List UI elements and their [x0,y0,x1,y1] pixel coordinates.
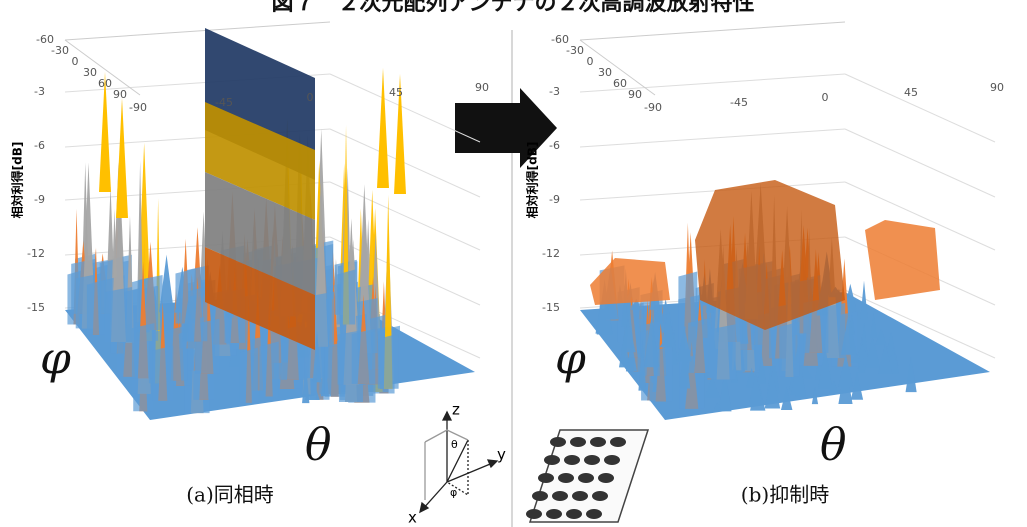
antenna-array [526,430,648,522]
theta-tick-label: -45 [215,96,233,109]
surface-ridge [865,220,940,300]
surface-peak [377,68,389,188]
antenna-element [552,491,568,501]
z-tick-label: -6 [34,139,45,152]
surface-band [378,334,399,389]
theta-tick-label: -90 [129,101,147,114]
antenna-element [604,455,620,465]
surface-band [337,270,355,325]
z-tick-label: -6 [549,139,560,152]
phi-tick-label: 90 [628,88,642,101]
antenna-element [546,509,562,519]
antenna-element [570,437,586,447]
antenna-element [558,473,574,483]
phi-tick-label: -30 [566,44,584,57]
surface-band [240,348,258,403]
theta-symbol: θ [820,420,847,471]
phi-tick-label: 30 [83,66,97,79]
angle-label: θ [451,438,458,451]
surface-band [260,342,279,397]
theta-tick-label: 90 [990,81,1004,94]
antenna-element [598,473,614,483]
theta-tick-label: -90 [644,101,662,114]
antenna-element [538,473,554,483]
axis-line [65,22,330,40]
phi-tick-label: 0 [72,55,79,68]
theta-symbol: θ [305,420,332,471]
grid-line [845,129,995,197]
theta-tick-label: 0 [822,91,829,104]
surface-band [105,287,132,342]
grid-line [845,74,995,142]
surface-band [352,329,376,384]
theta-tick-label: 45 [904,86,918,99]
phi-tick-label: 60 [613,77,627,90]
arrow-head [443,412,451,420]
y-axis [447,462,495,482]
surface-ridge [590,258,670,305]
z-tick-label: -12 [27,247,45,260]
antenna-element [550,437,566,447]
coordinate-diagram [420,412,497,512]
phi-tick-label: -30 [51,44,69,57]
antenna-element [564,455,580,465]
antenna-element [572,491,588,501]
theta-tick-label: 45 [389,86,403,99]
theta-tick-label: -45 [730,96,748,109]
surface-band [688,318,711,373]
angle-label: φ [450,486,457,499]
z-tick-label: -15 [542,301,560,314]
surface-peak [116,98,128,218]
surface-band [711,324,736,379]
surface-band [678,272,697,327]
phi-tick-label: 90 [113,88,127,101]
z-axis-label: 相対利得[dB] [525,142,540,219]
figure-title: 図７ ２次元配列アンテナの２次高調波放射特性 [271,0,754,16]
surface-ridge [695,180,845,330]
panel-caption: (a)同相時 [186,483,274,507]
surface-band [779,322,799,377]
axis-label: x [408,509,417,527]
phi-tick-label: 0 [587,55,594,68]
axis-line [580,22,845,40]
phi-tick-label: 30 [598,66,612,79]
antenna-element [586,509,602,519]
z-tick-label: -3 [549,85,560,98]
antenna-element [566,509,582,519]
antenna-element [526,509,542,519]
z-tick-label: -12 [542,247,560,260]
arrow [455,88,557,168]
phi-symbol: φ [40,334,71,385]
antenna-element [610,437,626,447]
phi-symbol: φ [555,334,586,385]
theta-tick-label: 90 [475,81,489,94]
antenna-element [544,455,560,465]
axis-label: z [452,401,460,419]
z-tick-label: -15 [27,301,45,314]
phi-tick-label: 60 [98,77,112,90]
z-axis-label: 相対利得[dB] [10,142,25,219]
figure: 図７ ２次元配列アンテナの２次高調波放射特性 z y x θ φ -3 -6 -9 -… [0,0,1027,527]
antenna-element [578,473,594,483]
antenna-element [532,491,548,501]
antenna-element [592,491,608,501]
surface-band [152,346,173,401]
antenna-element [590,437,606,447]
surface-band [188,286,207,341]
theta-tick-label: 0 [307,91,314,104]
z-tick-label: -9 [549,193,560,206]
grid-line [580,129,845,147]
antenna-element [584,455,600,465]
arrow-head [488,460,497,467]
surface-band [132,323,155,378]
z-tick-label: -9 [34,193,45,206]
panel-caption: (b)抑制時 [741,483,829,507]
z-tick-label: -3 [34,85,45,98]
axis-label: y [497,446,506,464]
